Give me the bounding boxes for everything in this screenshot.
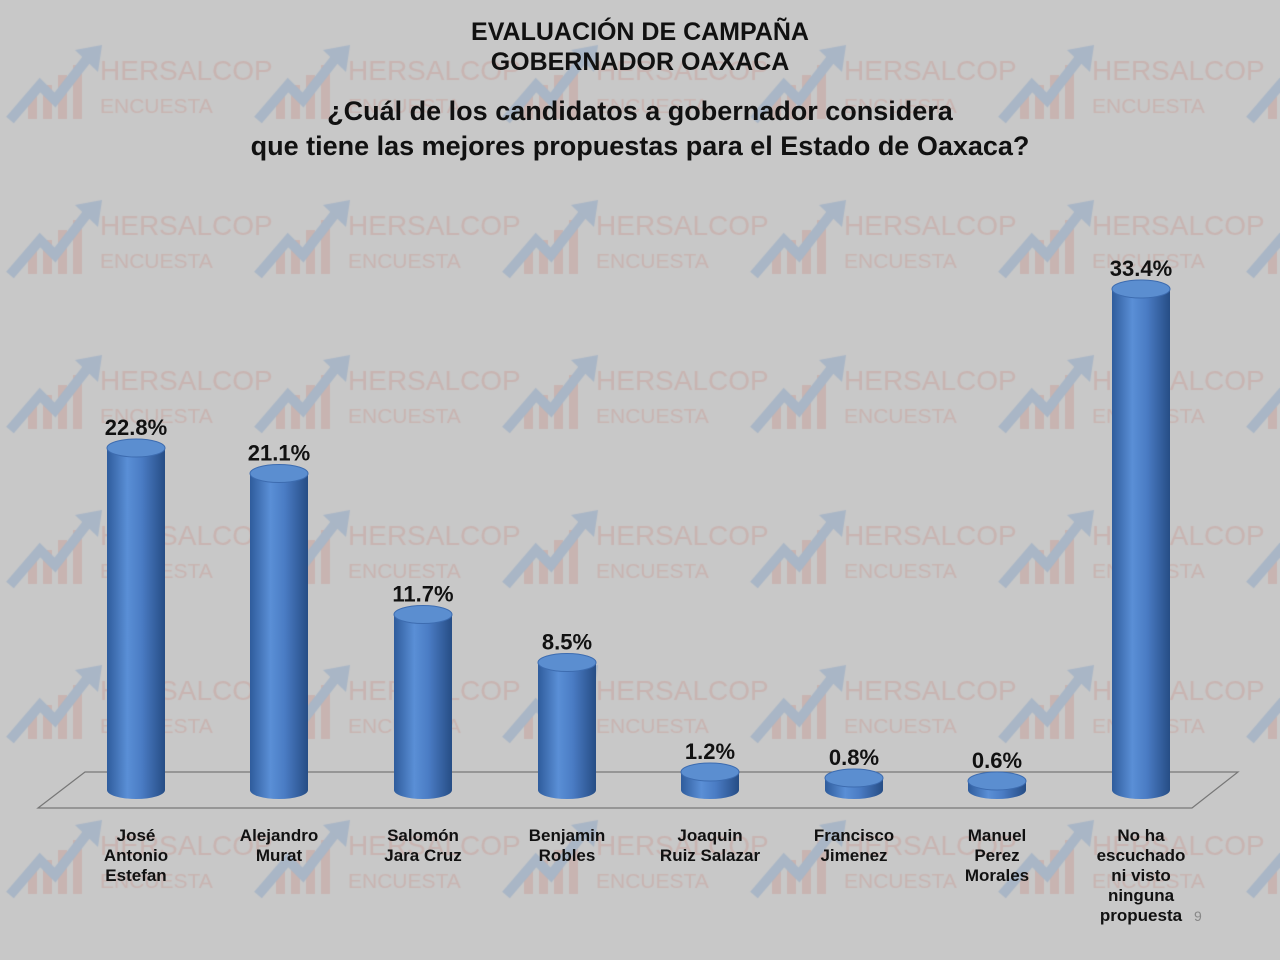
- data-label: 33.4%: [1110, 256, 1172, 281]
- category-label: José Antonio Estefan: [103, 826, 169, 885]
- question-line-2: que tiene las mejores propuestas para el…: [250, 131, 1030, 161]
- bar: [393, 605, 453, 799]
- category-label: Benjamin Robles: [528, 826, 606, 865]
- chart-floor: [36, 771, 1240, 809]
- category-label: Francisco Jimenez: [813, 826, 895, 865]
- bar: [824, 768, 884, 799]
- data-label: 8.5%: [542, 630, 592, 655]
- data-label: 22.8%: [105, 415, 167, 440]
- bar: [537, 653, 597, 799]
- bar: [967, 771, 1027, 799]
- category-label: Manuel Perez Morales: [964, 826, 1030, 885]
- data-label: 0.6%: [972, 748, 1022, 773]
- data-label: 0.8%: [829, 745, 879, 770]
- category-label: Alejandro Murat: [239, 826, 319, 865]
- page-number: 9: [1194, 908, 1202, 924]
- category-label: Joaquin Ruiz Salazar: [659, 826, 761, 865]
- question-line-1: ¿Cuál de los candidatos a gobernador con…: [327, 96, 953, 126]
- data-label: 11.7%: [392, 582, 453, 607]
- title-line-2: GOBERNADOR OAXACA: [490, 48, 790, 76]
- data-label: 1.2%: [685, 739, 735, 764]
- category-label: No ha escuchado ni visto ninguna propues…: [1096, 826, 1186, 925]
- bar: [106, 438, 166, 799]
- bar: [249, 464, 309, 799]
- bar: [1111, 279, 1171, 799]
- title-line-1: EVALUACIÓN DE CAMPAÑA: [471, 18, 809, 46]
- data-label: 21.1%: [248, 441, 310, 466]
- bar: [680, 762, 740, 799]
- category-label: Salomón Jara Cruz: [384, 826, 462, 865]
